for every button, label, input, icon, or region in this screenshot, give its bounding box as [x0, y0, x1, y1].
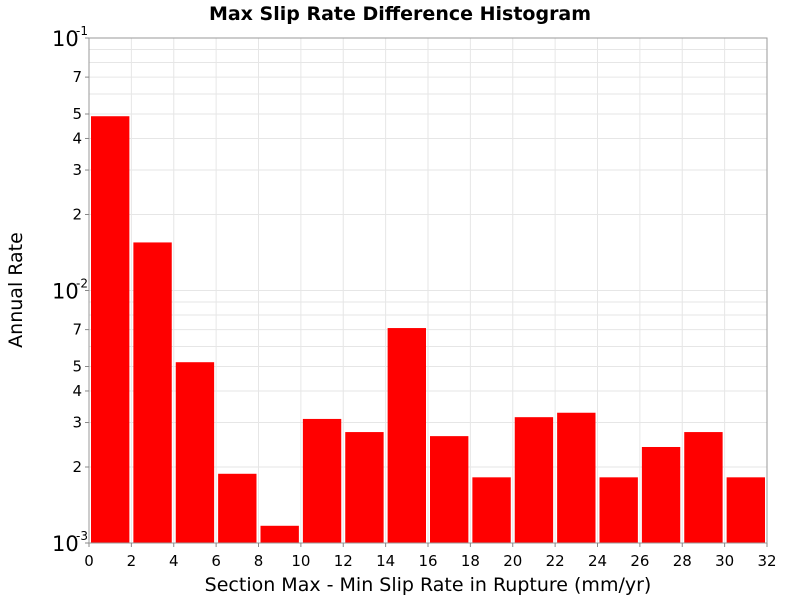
- x-tick-label: 20: [503, 552, 522, 570]
- histogram-bar: [302, 418, 342, 543]
- y-tick-label: 7: [72, 321, 82, 339]
- y-tick-label: 7: [72, 68, 82, 86]
- x-axis-label: Section Max - Min Slip Rate in Rupture (…: [205, 574, 652, 596]
- x-tick-label: 8: [254, 552, 264, 570]
- x-tick-label: 6: [211, 552, 221, 570]
- y-tick-label-major: 10: [52, 27, 79, 51]
- histogram-bar: [430, 436, 469, 543]
- x-tick-label: 2: [127, 552, 137, 570]
- bars: [91, 116, 765, 543]
- x-tick-label: 30: [715, 552, 734, 570]
- histogram-bar: [557, 412, 596, 543]
- histogram-bar: [684, 432, 723, 543]
- histogram-bar: [218, 473, 257, 543]
- y-tick-label-major: 10: [52, 532, 79, 556]
- chart-title: Max Slip Rate Difference Histogram: [209, 3, 591, 25]
- y-tick-label-major: 10: [52, 280, 79, 304]
- y-tick-label-exponent: -3: [76, 529, 88, 543]
- y-tick-label: 2: [72, 458, 82, 476]
- x-axis-ticks: 0 2 4 6 8 10 12 14 16 18 20 22 24 26 28 30 32: [84, 543, 777, 570]
- histogram-bar: [387, 328, 426, 543]
- histogram-bar: [726, 477, 765, 543]
- y-tick-label: 5: [72, 358, 82, 376]
- histogram-bar: [345, 432, 384, 543]
- histogram-bar: [472, 477, 511, 543]
- grid: [88, 38, 768, 544]
- x-tick-label: 32: [757, 552, 776, 570]
- y-tick-label: 4: [72, 382, 82, 400]
- x-tick-label: 0: [84, 552, 94, 570]
- histogram-bar: [514, 417, 554, 543]
- histogram-bar: [641, 446, 681, 543]
- x-tick-label: 22: [546, 552, 565, 570]
- x-tick-label: 4: [169, 552, 179, 570]
- y-tick-label-exponent: -2: [76, 277, 88, 291]
- x-tick-label: 18: [461, 552, 480, 570]
- y-tick-label: 4: [72, 129, 82, 147]
- histogram-bar: [133, 242, 172, 543]
- x-tick-label: 10: [291, 552, 310, 570]
- x-tick-label: 12: [334, 552, 353, 570]
- y-tick-label: 3: [72, 161, 82, 179]
- histogram-bar: [175, 362, 215, 543]
- x-tick-label: 28: [673, 552, 692, 570]
- x-tick-label: 24: [588, 552, 607, 570]
- histogram-bar: [599, 477, 638, 543]
- histogram-bar: [260, 525, 299, 543]
- histogram-bar: [91, 116, 130, 543]
- y-axis-label: Annual Rate: [5, 232, 27, 348]
- y-tick-label: 2: [72, 205, 82, 223]
- x-tick-label: 14: [376, 552, 395, 570]
- x-tick-label: 26: [630, 552, 649, 570]
- x-tick-label: 16: [418, 552, 437, 570]
- y-tick-label: 3: [72, 414, 82, 432]
- y-tick-label-exponent: -1: [76, 24, 88, 38]
- y-tick-label: 5: [72, 105, 82, 123]
